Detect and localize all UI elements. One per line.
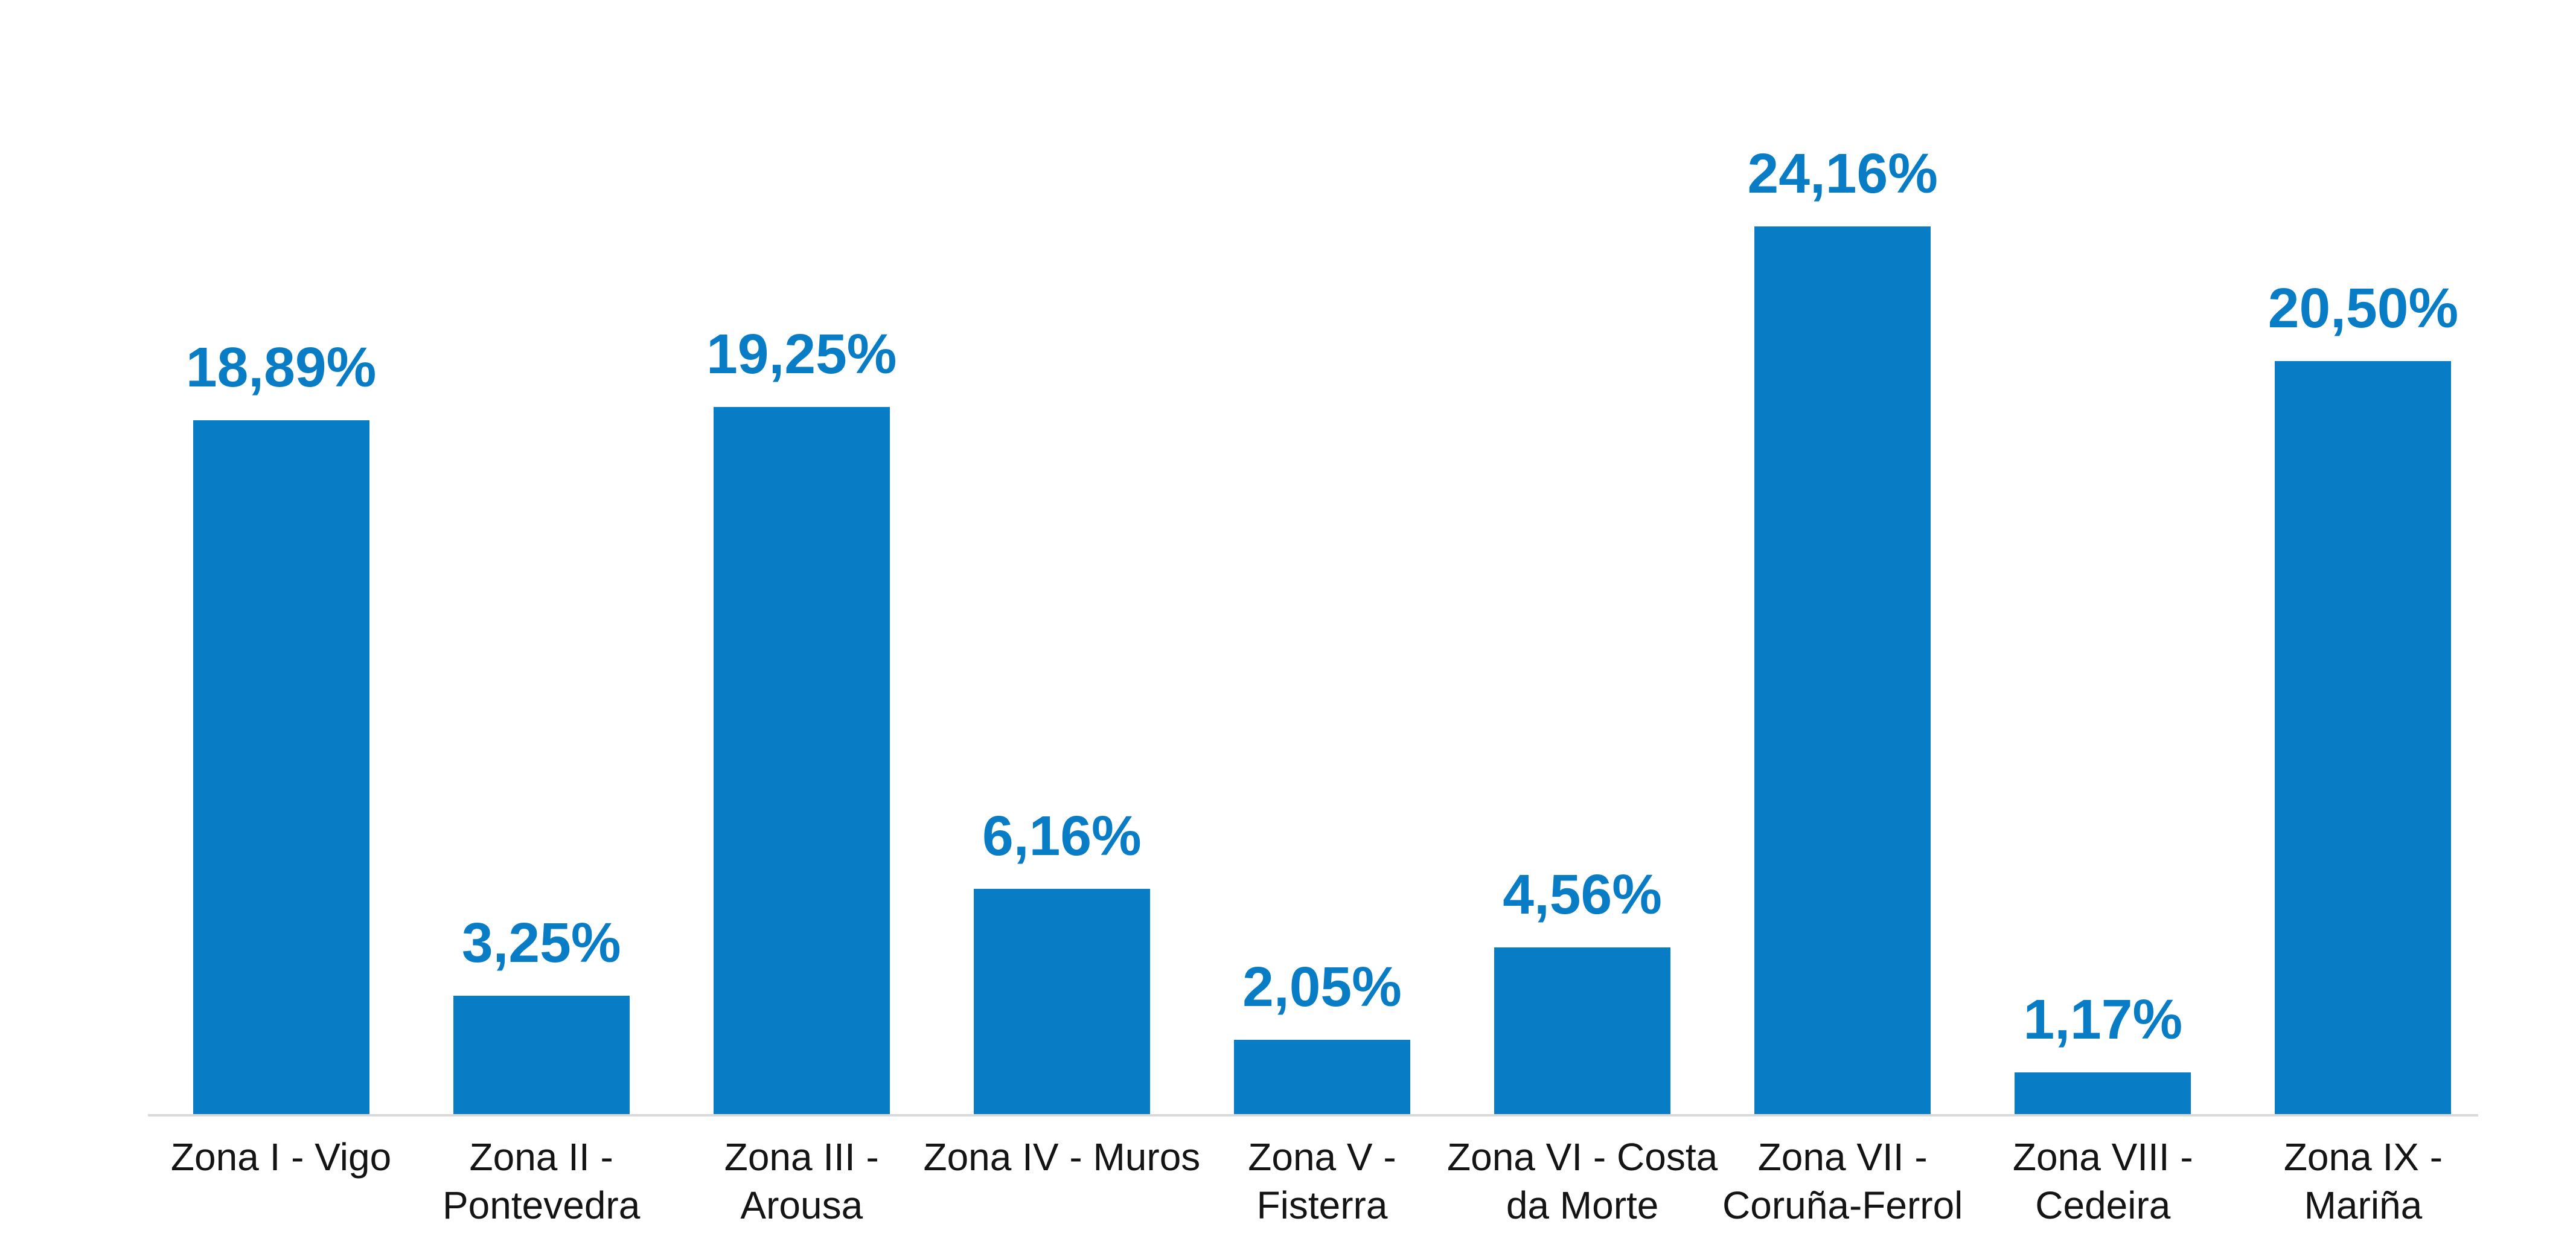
x-tick-label: Zona VI - Costa da Morte bbox=[1447, 1135, 1718, 1227]
plot-area: 18,89% 3,25% 19,25% 6,16% 2,05% 4,56% 24,16% 1,… bbox=[151, 0, 2493, 1115]
bar[interactable] bbox=[1494, 947, 1671, 1115]
bar-value-label: 19,25% bbox=[706, 322, 897, 385]
x-tick-label: Zona VIII - Cedeira bbox=[2012, 1135, 2193, 1227]
bar[interactable] bbox=[2275, 361, 2452, 1115]
bar-value-label: 20,50% bbox=[2268, 276, 2459, 339]
bar-column: 20,50% bbox=[2233, 277, 2493, 1115]
bar-column: 18,89% bbox=[151, 336, 411, 1115]
bar-value-label: 2,05% bbox=[1242, 955, 1402, 1018]
x-tick-label: Zona VII - Coruña-Ferrol bbox=[1722, 1135, 1963, 1227]
bar-value-label: 3,25% bbox=[461, 911, 621, 974]
x-tick-slot: Zona VI - Costa da Morte bbox=[1447, 1133, 1718, 1229]
x-tick-slot: Zona VIII - Cedeira bbox=[1973, 1133, 2233, 1229]
x-tick-label: Zona V - Fisterra bbox=[1248, 1135, 1396, 1227]
x-tick-label: Zona IX - Mariña bbox=[2283, 1135, 2443, 1227]
bar-column: 1,17% bbox=[1973, 988, 2233, 1115]
bar[interactable] bbox=[973, 889, 1150, 1115]
bar[interactable] bbox=[713, 407, 890, 1115]
x-tick-label: Zona III - Arousa bbox=[724, 1135, 879, 1227]
bar[interactable] bbox=[1233, 1040, 1410, 1115]
bar-column: 2,05% bbox=[1192, 955, 1452, 1115]
bar-column: 24,16% bbox=[1713, 142, 1973, 1115]
bar[interactable] bbox=[2015, 1072, 2191, 1115]
bar-value-label: 6,16% bbox=[982, 804, 1142, 867]
x-tick-label: Zona IV - Muros bbox=[923, 1135, 1201, 1179]
bar-value-label: 18,89% bbox=[185, 335, 377, 399]
x-tick-slot: Zona IX - Mariña bbox=[2233, 1133, 2493, 1229]
x-axis-labels: Zona I - Vigo Zona II - Pontevedra Zona II… bbox=[151, 1133, 2493, 1229]
x-tick-slot: Zona VII - Coruña-Ferrol bbox=[1713, 1133, 1973, 1229]
bar[interactable] bbox=[193, 420, 369, 1115]
bar-column: 19,25% bbox=[671, 322, 932, 1115]
bar-column: 3,25% bbox=[411, 911, 671, 1115]
x-tick-label: Zona II - Pontevedra bbox=[442, 1135, 641, 1227]
x-tick-slot: Zona II - Pontevedra bbox=[411, 1133, 671, 1229]
bar-column: 4,56% bbox=[1453, 863, 1713, 1115]
bar-value-label: 24,16% bbox=[1747, 141, 1938, 205]
bar-value-label: 1,17% bbox=[2023, 987, 2183, 1051]
x-tick-slot: Zona I - Vigo bbox=[151, 1133, 411, 1229]
bar-value-label: 4,56% bbox=[1503, 862, 1662, 926]
x-tick-slot: Zona V - Fisterra bbox=[1192, 1133, 1452, 1229]
x-tick-slot: Zona III - Arousa bbox=[671, 1133, 932, 1229]
bar[interactable] bbox=[453, 996, 630, 1115]
x-tick-slot: Zona IV - Muros bbox=[923, 1133, 1200, 1229]
x-tick-label: Zona I - Vigo bbox=[170, 1135, 392, 1179]
bar[interactable] bbox=[1754, 226, 1931, 1115]
x-axis-line bbox=[148, 1114, 2478, 1116]
bar-column: 6,16% bbox=[932, 804, 1192, 1115]
